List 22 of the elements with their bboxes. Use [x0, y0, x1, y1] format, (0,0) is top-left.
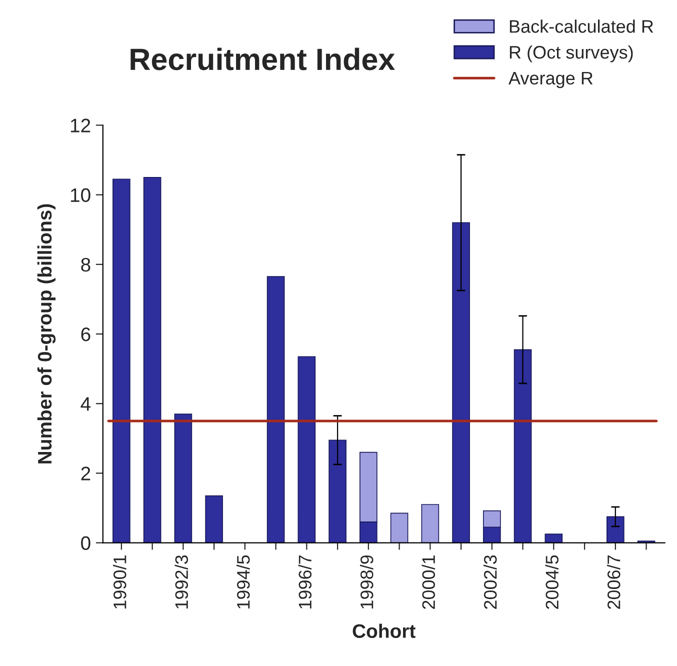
x-tick-label: 2004/5: [545, 555, 559, 609]
chart-title: Recruitment Index: [130, 48, 395, 70]
y-tick-label: 12: [70, 118, 90, 132]
y-tick-label: 4: [80, 397, 91, 411]
x-tick-label: 1990/1: [113, 555, 126, 608]
legend-label: R (Oct surveys): [510, 45, 633, 62]
x-tick-label: 2006/7: [607, 555, 620, 609]
legend-label: Back-calculated R: [510, 20, 654, 33]
y-tick-label: 8: [81, 258, 90, 272]
legend-label: Average R: [508, 72, 593, 88]
x-tick-label: 1998/9: [360, 555, 374, 608]
x-tick-label: 1992/3: [174, 555, 188, 608]
x-tick-label: 1994/5: [236, 555, 250, 608]
x-tick-label: 2000/1: [422, 555, 436, 609]
x-tick-label: 2002/3: [484, 555, 497, 609]
y-tick-label: 2: [81, 466, 90, 480]
x-axis-title: Cohort: [352, 624, 416, 638]
y-tick-label: 0: [81, 536, 90, 550]
y-tick-label: 10: [70, 188, 90, 202]
y-axis-title: Number of 0-group (billions): [37, 204, 56, 464]
y-tick-label: 6: [81, 327, 90, 342]
x-tick-label: 1996/7: [298, 555, 312, 608]
